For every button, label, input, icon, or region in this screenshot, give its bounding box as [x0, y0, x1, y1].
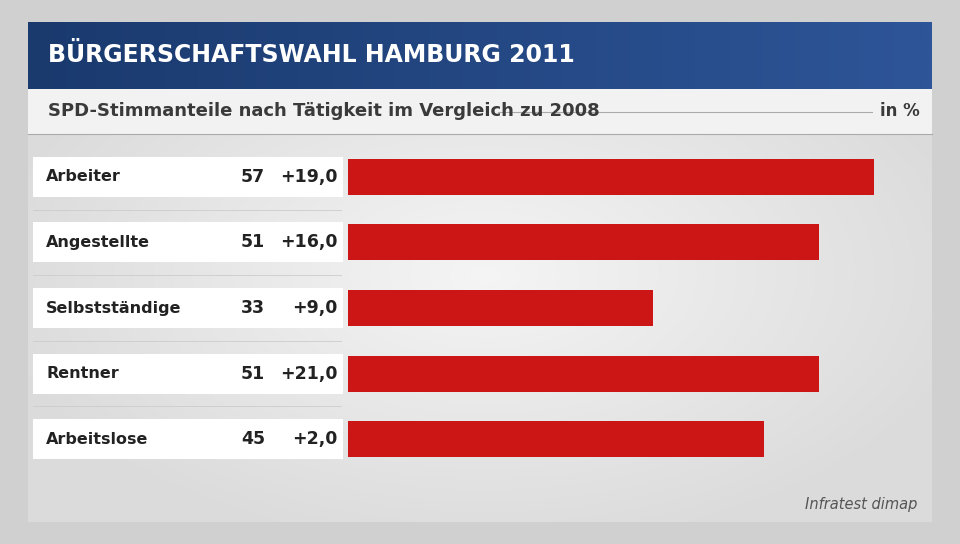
Bar — [33, 157, 343, 197]
Text: Infratest dimap: Infratest dimap — [804, 497, 917, 511]
Bar — [33, 288, 343, 328]
Bar — [33, 354, 343, 394]
Text: SPD-Stimmanteile nach Tätigkeit im Vergleich zu 2008: SPD-Stimmanteile nach Tätigkeit im Vergl… — [48, 102, 600, 121]
Text: Arbeitslose: Arbeitslose — [46, 432, 149, 447]
Text: +21,0: +21,0 — [280, 364, 338, 382]
Text: Selbstständige: Selbstständige — [46, 300, 181, 316]
Bar — [348, 421, 763, 458]
Text: +9,0: +9,0 — [293, 299, 338, 317]
Bar — [348, 290, 653, 326]
Text: BÜRGERSCHAFTSWAHL HAMBURG 2011: BÜRGERSCHAFTSWAHL HAMBURG 2011 — [48, 44, 575, 67]
Bar — [33, 222, 343, 262]
Bar — [348, 159, 875, 195]
Text: Arbeiter: Arbeiter — [46, 169, 121, 184]
Text: Angestellte: Angestellte — [46, 235, 150, 250]
Bar — [28, 89, 932, 134]
Text: +2,0: +2,0 — [293, 430, 338, 448]
Text: 51: 51 — [241, 364, 265, 382]
Text: 33: 33 — [241, 299, 265, 317]
Bar — [348, 224, 819, 261]
Text: +19,0: +19,0 — [280, 168, 338, 186]
Text: +16,0: +16,0 — [280, 233, 338, 251]
Text: Rentner: Rentner — [46, 366, 119, 381]
Text: 45: 45 — [241, 430, 265, 448]
Text: 57: 57 — [241, 168, 265, 186]
Text: in %: in % — [880, 102, 920, 121]
Bar — [33, 419, 343, 459]
Bar — [348, 356, 819, 392]
Text: 51: 51 — [241, 233, 265, 251]
